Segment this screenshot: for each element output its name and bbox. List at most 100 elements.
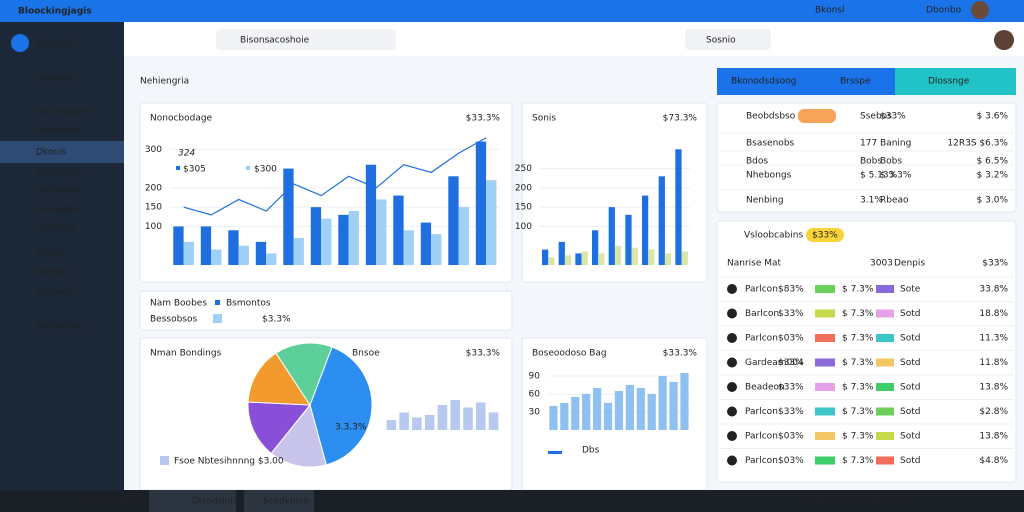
bar — [636, 388, 645, 430]
tab[interactable]: Brsspe — [840, 77, 871, 87]
list-header: $33% — [982, 259, 1008, 269]
row-name: Parlcon — [745, 456, 778, 466]
badge-label: $33% — [812, 231, 838, 241]
row-tag: Sotd — [900, 358, 920, 368]
nav-item[interactable]: Bosnabes — [36, 205, 80, 215]
panel-cell: Rbeao — [880, 196, 909, 206]
icon — [213, 314, 222, 323]
tag — [815, 358, 835, 367]
row-value: 11.8% — [979, 358, 1008, 368]
row-pct: $ 7.3% — [842, 407, 874, 417]
row-icon — [727, 357, 737, 368]
tab-active — [895, 68, 1016, 95]
bar — [399, 412, 409, 430]
bar — [475, 141, 487, 265]
row-pct: $03% — [778, 456, 804, 466]
row-icon — [727, 333, 737, 343]
active-item — [0, 141, 124, 163]
bar — [680, 373, 689, 430]
row-icon — [727, 406, 737, 417]
bar — [582, 394, 591, 430]
nav-item[interactable]: Desmobsites — [36, 108, 94, 118]
bar — [458, 207, 469, 265]
panel-cell: 177 — [860, 139, 877, 149]
task-active — [149, 490, 236, 512]
bar — [431, 234, 442, 265]
bar — [581, 251, 588, 265]
pie-slice — [309, 346, 373, 466]
tab[interactable]: Dlossnge — [928, 77, 970, 87]
list-header: 3003 — [870, 259, 893, 269]
bar — [228, 230, 239, 265]
bar — [488, 412, 499, 430]
bar — [486, 180, 497, 265]
search-placeholder[interactable]: Bisonsacoshoie — [240, 36, 310, 46]
tag — [876, 456, 894, 465]
avatar — [971, 1, 989, 19]
bar — [412, 417, 422, 430]
task-item[interactable]: Duse Sobd — [91, 497, 139, 507]
bar — [542, 249, 549, 265]
row-name: Parlcon — [745, 407, 778, 417]
bar — [293, 238, 304, 265]
tab[interactable]: Bkonodsdsoog — [731, 77, 796, 87]
row-tag: Sotd — [900, 334, 920, 344]
page-title: Nehiengria — [140, 77, 189, 87]
card-change: $33.3% — [663, 349, 698, 359]
nav-item[interactable]: Dsmaking — [36, 168, 81, 178]
row-value: 33.8% — [979, 285, 1008, 295]
nav-item[interactable]: Desnbes — [36, 74, 75, 84]
task-item[interactable]: Ssedkblob — [263, 497, 310, 507]
row-icon — [727, 455, 737, 466]
top-bar — [0, 0, 1024, 22]
search-box — [685, 29, 771, 50]
bar — [564, 255, 572, 265]
panel-cell: Ssebos — [860, 112, 892, 122]
bar — [558, 241, 565, 265]
bar — [560, 403, 569, 430]
task-item[interactable]: Dlsodsinis — [192, 497, 238, 507]
app-title: Bloockingjagis — [18, 7, 92, 17]
row-icon — [727, 308, 737, 319]
y-tick-label: 150 — [145, 203, 162, 213]
row-pct: $33% — [778, 358, 804, 368]
nav-item[interactable]: Dsstoeks — [36, 288, 77, 298]
search-placeholder[interactable]: Sosnio — [706, 36, 736, 46]
top-link[interactable]: Dbonbo — [926, 6, 962, 16]
tag — [876, 407, 894, 416]
row-pct: $ 7.3% — [842, 383, 874, 393]
nav-item[interactable]: Dkonis — [36, 148, 67, 158]
bar — [548, 257, 555, 265]
bar — [437, 405, 448, 430]
tag — [815, 432, 835, 440]
pie-slice — [247, 352, 311, 406]
nav-item[interactable]: Boeng — [36, 249, 65, 259]
row-pct: $33% — [778, 407, 804, 417]
bar — [592, 230, 599, 265]
pie-annotation: 3.3.3% — [335, 423, 367, 433]
nav-item[interactable]: Nishaniing — [36, 322, 83, 332]
nav-item[interactable]: Banbes — [36, 268, 70, 278]
tag — [876, 432, 894, 440]
bar — [675, 149, 682, 265]
bar — [575, 253, 582, 265]
nav-item[interactable]: Destatos — [36, 223, 76, 233]
panel-cell: Bsasenobs — [746, 139, 795, 149]
top-link[interactable]: Bkonsl — [815, 6, 844, 16]
legend-label: Bsmontos — [226, 299, 271, 309]
row-name: Beadeon — [745, 383, 785, 393]
y-tick-label: 100 — [515, 222, 532, 232]
panel-cell: $ 3.2% — [977, 171, 1009, 181]
nav-item[interactable]: Bosnabes — [36, 126, 80, 136]
legend-swatch — [215, 300, 220, 305]
legend-label: Dbs — [582, 446, 600, 456]
row-pct: $ 7.3% — [842, 456, 874, 466]
bar — [664, 253, 672, 265]
tag — [815, 456, 835, 465]
nav-item[interactable]: Bsnboites — [36, 186, 80, 196]
row-pct: $ 7.3% — [842, 309, 874, 319]
panel-cell: 3.1% — [860, 196, 883, 206]
legend-swatch — [246, 166, 250, 170]
bar — [631, 247, 638, 265]
panel-cell: Nenbing — [746, 196, 784, 206]
